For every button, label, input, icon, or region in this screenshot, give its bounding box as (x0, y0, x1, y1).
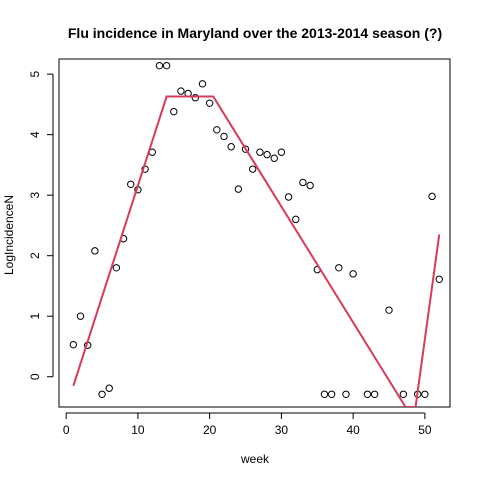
data-point (177, 87, 185, 95)
data-point (220, 132, 228, 141)
x-tick-label: 50 (418, 423, 432, 437)
x-tick-label: 40 (346, 423, 360, 437)
data-point (349, 270, 357, 278)
y-tick-label: 1 (28, 313, 42, 320)
data-point (127, 180, 135, 188)
data-point (170, 107, 178, 116)
data-point (191, 94, 200, 102)
data-point (385, 306, 393, 314)
data-point (69, 340, 78, 349)
data-point (342, 390, 350, 398)
data-point (370, 390, 379, 398)
data-point (270, 154, 278, 162)
data-point (299, 178, 307, 187)
y-tick-label: 5 (28, 70, 42, 77)
data-point (249, 165, 257, 173)
data-point (213, 126, 221, 134)
x-tick-label: 20 (203, 423, 217, 437)
data-point (292, 215, 300, 224)
plot-frame (58, 58, 451, 408)
y-tick-label: 3 (28, 192, 42, 199)
data-point (421, 390, 429, 398)
chart-title: Flu incidence in Maryland over the 2013-… (68, 25, 442, 41)
x-tick-label: 10 (131, 423, 145, 437)
series-layer (69, 61, 443, 407)
y-axis-label: LogIncidenceN (2, 195, 16, 275)
y-tick-label: 2 (28, 252, 42, 259)
x-axis-label: week (240, 452, 270, 466)
data-point (363, 390, 372, 398)
data-point (284, 193, 293, 201)
data-point (234, 185, 243, 193)
y-axis: 0 1 2 3 4 5 (28, 70, 54, 380)
data-point (428, 192, 436, 201)
data-point (155, 61, 164, 70)
data-point (76, 312, 85, 320)
data-point (105, 384, 113, 392)
fitted-line (72, 95, 441, 407)
data-point (335, 264, 343, 272)
data-point (112, 264, 121, 272)
data-point (435, 275, 443, 283)
y-tick-label: 0 (28, 373, 42, 380)
x-tick-label: 30 (275, 423, 289, 437)
data-point (98, 390, 106, 398)
data-point (263, 150, 271, 159)
data-point (227, 143, 235, 151)
data-point (306, 181, 314, 190)
data-point (162, 61, 171, 70)
x-tick-label: 0 (63, 423, 70, 437)
data-point (91, 247, 99, 255)
data-point (399, 390, 408, 398)
y-tick-label: 4 (28, 131, 42, 138)
data-point (256, 148, 264, 156)
data-point (320, 390, 329, 398)
data-point (327, 390, 336, 398)
data-point (198, 80, 207, 88)
data-point (277, 148, 286, 156)
data-point (241, 145, 250, 153)
data-point (205, 99, 214, 107)
x-axis: 0 10 20 30 40 50 (63, 412, 432, 437)
